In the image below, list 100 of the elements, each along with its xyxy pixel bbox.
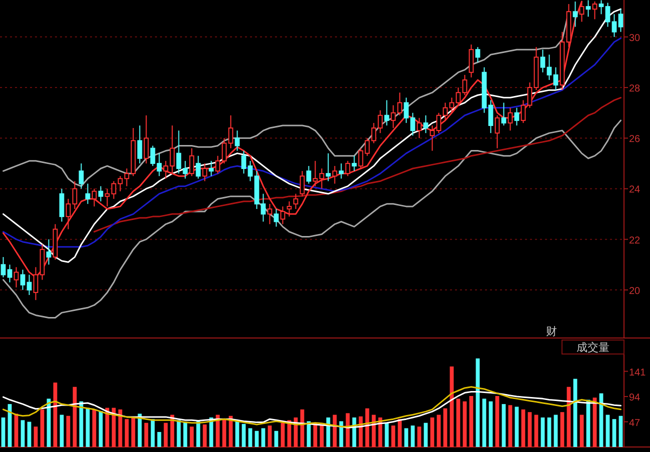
bar	[391, 426, 396, 447]
candlestick	[514, 107, 520, 126]
bar	[528, 412, 532, 447]
candlestick	[572, 1, 578, 28]
candlestick	[124, 168, 130, 187]
candlestick	[215, 155, 220, 174]
candlestick	[228, 114, 234, 149]
candlestick	[468, 44, 474, 78]
candlestick	[222, 138, 227, 164]
candlestick	[475, 46, 480, 63]
y-tick-label: 24	[629, 184, 641, 196]
candlestick	[150, 145, 156, 166]
candlestick	[618, 8, 624, 32]
candlestick	[494, 114, 500, 149]
candlestick	[241, 150, 246, 174]
bar	[1, 417, 6, 447]
bar	[248, 428, 252, 447]
candlestick	[442, 102, 448, 121]
candlestick	[436, 112, 442, 134]
candlestick	[423, 114, 428, 134]
candlestick	[156, 152, 162, 177]
candlestick	[430, 124, 435, 152]
candlestick	[20, 269, 26, 290]
candlestick	[163, 160, 168, 180]
candlestick	[553, 66, 558, 91]
candlestick	[248, 160, 253, 182]
y-tick-label: 20	[629, 286, 641, 297]
bar	[508, 405, 512, 447]
candlestick	[598, 0, 604, 15]
bar	[469, 396, 474, 447]
y-tick-label: 141	[629, 367, 646, 378]
candlestick	[286, 200, 292, 218]
candlestick	[449, 97, 454, 114]
candlestick	[59, 188, 64, 222]
candlestick	[384, 100, 390, 126]
candlestick	[14, 266, 19, 288]
candlestick	[46, 238, 52, 266]
y-tick-label: 47	[629, 418, 641, 429]
candlestick	[189, 148, 194, 177]
candlestick	[358, 148, 364, 169]
bar	[157, 432, 162, 447]
candlestick	[456, 87, 461, 106]
line-series	[94, 96, 622, 232]
bar	[612, 419, 616, 447]
candlestick	[371, 122, 376, 144]
candlestick	[312, 160, 318, 187]
candlestick	[462, 74, 468, 96]
bar	[404, 428, 408, 447]
candlestick	[104, 188, 110, 207]
y-tick-label: 30	[629, 32, 641, 44]
candlestick	[345, 160, 350, 177]
bar	[502, 404, 506, 447]
y-tick-label: 28	[629, 84, 641, 95]
candlestick	[520, 100, 526, 124]
bar	[514, 406, 519, 447]
candlestick	[332, 165, 338, 184]
bar	[430, 417, 434, 447]
candlestick	[196, 155, 201, 180]
bar	[40, 409, 44, 447]
candlestick	[85, 183, 90, 204]
bar	[560, 412, 564, 447]
candlestick	[137, 124, 142, 164]
candlestick	[378, 110, 383, 134]
candlestick	[338, 162, 344, 180]
candlestick	[319, 168, 324, 190]
candlestick	[501, 102, 506, 126]
candlestick	[144, 114, 149, 164]
candlestick	[234, 130, 240, 152]
candlestick	[546, 54, 552, 80]
bar	[20, 420, 25, 447]
candlestick	[416, 117, 422, 139]
candlestick	[98, 186, 104, 202]
bar	[268, 426, 272, 447]
candlestick	[488, 100, 494, 134]
candlestick	[26, 274, 32, 296]
line-series	[2, 120, 622, 319]
candlestick	[410, 112, 416, 136]
y-tick-label: 94	[629, 392, 641, 404]
candlestick	[326, 152, 331, 182]
y-tick-label: 26	[629, 134, 641, 146]
candlestick	[66, 198, 71, 230]
candlestick	[208, 160, 214, 177]
candlestick	[7, 264, 12, 283]
bar	[261, 428, 266, 447]
candlestick	[118, 176, 123, 192]
candlestick	[78, 162, 84, 190]
candlestick	[612, 14, 617, 38]
chart-title: 成交量	[576, 341, 610, 354]
bar	[456, 398, 460, 447]
bar	[124, 419, 129, 447]
candlestick	[397, 92, 402, 116]
candlestick	[92, 188, 97, 207]
candlestick	[280, 206, 286, 225]
candlestick	[605, 2, 610, 28]
line-series	[2, 37, 622, 248]
bar	[482, 398, 486, 447]
bar	[547, 417, 552, 447]
candlestick	[508, 107, 513, 132]
candlestick	[540, 49, 546, 73]
bar	[540, 417, 545, 447]
